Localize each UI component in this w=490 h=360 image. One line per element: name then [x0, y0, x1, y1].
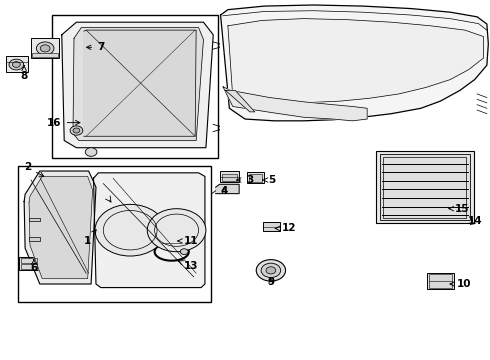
Bar — [52, 15, 218, 158]
Text: 15: 15 — [449, 204, 470, 214]
Text: 11: 11 — [178, 236, 198, 246]
Text: 10: 10 — [450, 279, 471, 289]
Polygon shape — [84, 30, 196, 136]
Circle shape — [261, 263, 281, 278]
Bar — [220, 171, 239, 182]
Text: 13: 13 — [178, 261, 198, 271]
Polygon shape — [228, 19, 484, 103]
Bar — [263, 222, 280, 231]
Circle shape — [85, 148, 97, 156]
Bar — [29, 237, 40, 241]
Text: 9: 9 — [268, 277, 274, 287]
Circle shape — [147, 209, 206, 252]
Bar — [29, 218, 40, 221]
Text: 14: 14 — [467, 216, 482, 226]
Bar — [31, 39, 59, 58]
Bar — [427, 273, 454, 289]
Bar — [21, 258, 37, 263]
Circle shape — [73, 128, 80, 133]
Polygon shape — [216, 184, 239, 194]
Circle shape — [70, 126, 83, 135]
Bar — [21, 264, 37, 269]
Bar — [162, 235, 180, 246]
Bar — [429, 274, 452, 288]
Circle shape — [180, 249, 188, 255]
Circle shape — [40, 45, 50, 52]
Text: 5: 5 — [263, 175, 275, 185]
Bar — [19, 257, 39, 270]
Text: 4: 4 — [221, 186, 228, 197]
Polygon shape — [220, 5, 489, 121]
Text: 6: 6 — [30, 260, 38, 273]
Polygon shape — [94, 173, 205, 288]
Circle shape — [12, 62, 20, 67]
Polygon shape — [24, 171, 96, 284]
Circle shape — [36, 42, 54, 55]
Text: 1: 1 — [84, 230, 96, 246]
Circle shape — [266, 267, 276, 274]
Text: 7: 7 — [87, 42, 104, 52]
Bar — [32, 53, 58, 57]
Circle shape — [9, 59, 24, 70]
Circle shape — [256, 260, 286, 281]
Bar — [249, 174, 262, 182]
Bar — [247, 172, 264, 183]
Text: 8: 8 — [21, 66, 28, 81]
Polygon shape — [62, 22, 213, 148]
Bar — [18, 166, 211, 302]
Text: 16: 16 — [47, 118, 80, 128]
Polygon shape — [29, 176, 93, 279]
Bar — [221, 174, 237, 181]
Text: 2: 2 — [24, 162, 44, 176]
Circle shape — [95, 204, 165, 256]
Text: 12: 12 — [275, 224, 296, 233]
Polygon shape — [223, 87, 367, 121]
Bar — [383, 157, 466, 218]
Bar — [380, 154, 470, 220]
Bar — [5, 56, 27, 72]
Polygon shape — [73, 28, 203, 140]
Bar — [163, 236, 179, 245]
Bar — [376, 151, 474, 223]
Text: 3: 3 — [237, 175, 253, 185]
Polygon shape — [225, 90, 255, 112]
